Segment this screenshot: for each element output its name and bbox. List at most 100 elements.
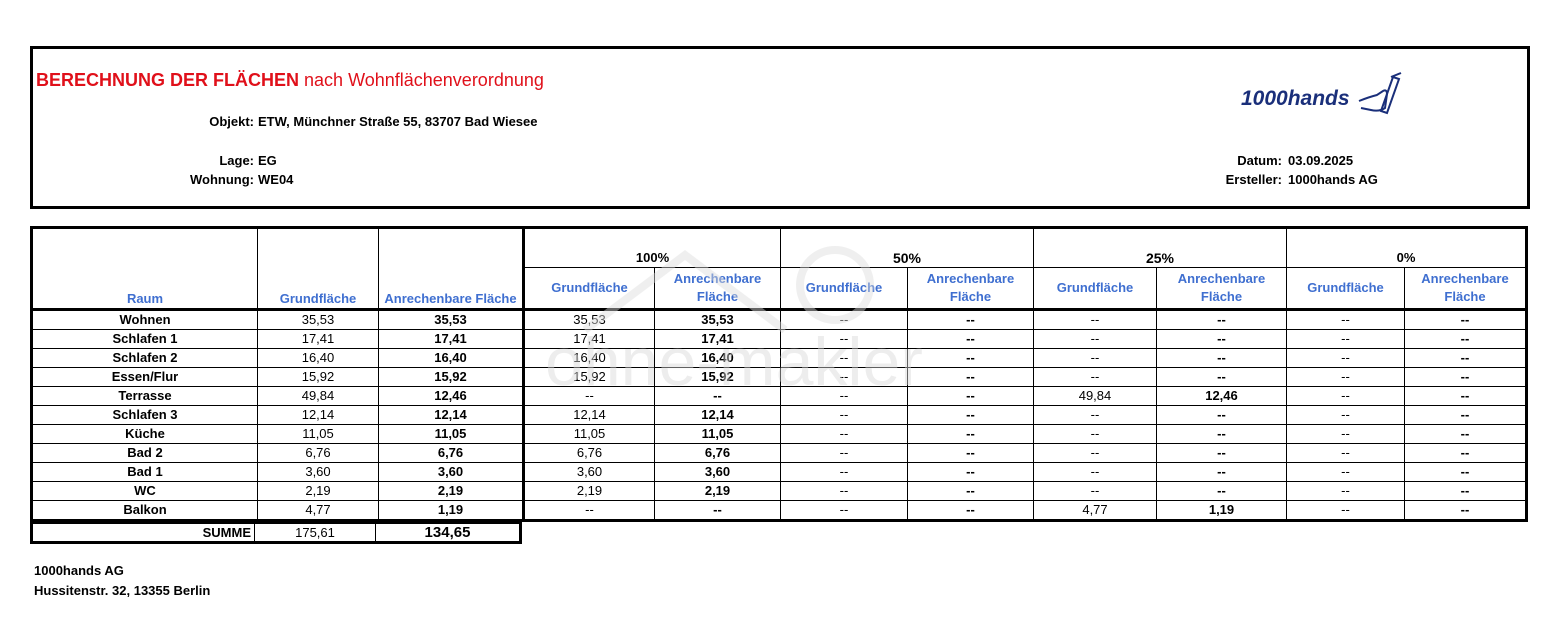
room-name-cell: Bad 2 xyxy=(31,443,258,463)
anrechenbare-cell: 1,19 xyxy=(378,500,525,521)
group-header-0: 0% xyxy=(1286,227,1527,268)
anrechenbare-25pct-cell: -- xyxy=(1156,367,1287,387)
anrechenbare-100pct-cell: 2,19 xyxy=(654,481,781,501)
grundflaeche-0pct-cell: -- xyxy=(1286,386,1405,406)
grundflaeche-50pct-cell: -- xyxy=(780,329,908,349)
area-table: Raum Grundfläche Anrechenbare Fläche 100… xyxy=(30,226,1528,522)
anrechenbare-50pct-cell: -- xyxy=(907,367,1034,387)
grundflaeche-100pct-cell: 11,05 xyxy=(523,424,655,444)
table-row: WC 2,19 2,19 2,19 2,19 -- -- -- -- -- -- xyxy=(31,481,1527,501)
grundflaeche-cell: 2,19 xyxy=(257,481,379,501)
grundflaeche-100pct-cell: 35,53 xyxy=(523,309,655,330)
grundflaeche-100pct-cell: 2,19 xyxy=(523,481,655,501)
grundflaeche-cell: 11,05 xyxy=(257,424,379,444)
anrechenbare-50pct-cell: -- xyxy=(907,309,1034,330)
grundflaeche-100pct-cell: 12,14 xyxy=(523,405,655,425)
grundflaeche-cell: 49,84 xyxy=(257,386,379,406)
grundflaeche-25pct-cell: -- xyxy=(1033,329,1157,349)
group-header-50: 50% xyxy=(780,227,1034,268)
anrechenbare-cell: 6,76 xyxy=(378,443,525,463)
grundflaeche-50pct-cell: -- xyxy=(780,367,908,387)
anrechenbare-50pct-cell: -- xyxy=(907,462,1034,482)
anrechenbare-cell: 35,53 xyxy=(378,309,525,330)
grundflaeche-cell: 6,76 xyxy=(257,443,379,463)
svg-text:1000hands: 1000hands xyxy=(1241,87,1350,110)
subheader-anrechenbare: Anrechenbare Fläche xyxy=(654,267,781,311)
grundflaeche-50pct-cell: -- xyxy=(780,309,908,330)
anrechenbare-100pct-cell: 11,05 xyxy=(654,424,781,444)
grundflaeche-50pct-cell: -- xyxy=(780,443,908,463)
subheader-anrechenbare: Anrechenbare Fläche xyxy=(907,267,1034,311)
subheader-anrechenbare: Anrechenbare Fläche xyxy=(1404,267,1527,311)
anrechenbare-0pct-cell: -- xyxy=(1404,481,1527,501)
anrechenbare-cell: 11,05 xyxy=(378,424,525,444)
anrechenbare-50pct-cell: -- xyxy=(907,500,1034,521)
objekt-label: Objekt: xyxy=(209,114,254,129)
grundflaeche-50pct-cell: -- xyxy=(780,348,908,368)
grundflaeche-0pct-cell: -- xyxy=(1286,329,1405,349)
grundflaeche-100pct-cell: 3,60 xyxy=(523,462,655,482)
anrechenbare-0pct-cell: -- xyxy=(1404,309,1527,330)
grundflaeche-100pct-cell: 17,41 xyxy=(523,329,655,349)
anrechenbare-cell: 12,46 xyxy=(378,386,525,406)
anrechenbare-100pct-cell: 15,92 xyxy=(654,367,781,387)
grundflaeche-0pct-cell: -- xyxy=(1286,348,1405,368)
wohnung-label: Wohnung: xyxy=(189,172,254,187)
anrechenbare-100pct-cell: 12,14 xyxy=(654,405,781,425)
anrechenbare-cell: 12,14 xyxy=(378,405,525,425)
table-row: Schlafen 2 16,40 16,40 16,40 16,40 -- -- -- -- --… xyxy=(31,348,1527,368)
anrechenbare-100pct-cell: 3,60 xyxy=(654,462,781,482)
group-header-100: 100% xyxy=(523,227,781,268)
grundflaeche-cell: 15,92 xyxy=(257,367,379,387)
col-header-grundflaeche: Grundfläche xyxy=(257,227,379,311)
anrechenbare-100pct-cell: 17,41 xyxy=(654,329,781,349)
grundflaeche-0pct-cell: -- xyxy=(1286,443,1405,463)
grundflaeche-cell: 3,60 xyxy=(257,462,379,482)
footer-address: Hussitenstr. 32, 13355 Berlin xyxy=(34,583,211,598)
grundflaeche-25pct-cell: -- xyxy=(1033,309,1157,330)
summe-row: SUMME 175,61 134,65 xyxy=(30,521,522,544)
anrechenbare-cell: 2,19 xyxy=(378,481,525,501)
wohnung-value: WE04 xyxy=(258,172,294,187)
table-row: Wohnen 35,53 35,53 35,53 35,53 -- -- -- -- -- -- xyxy=(31,309,1527,330)
grundflaeche-100pct-cell: 16,40 xyxy=(523,348,655,368)
table-row: Schlafen 3 12,14 12,14 12,14 12,14 -- -- -- -- --… xyxy=(31,405,1527,425)
anrechenbare-cell: 3,60 xyxy=(378,462,525,482)
anrechenbare-25pct-cell: -- xyxy=(1156,443,1287,463)
anrechenbare-0pct-cell: -- xyxy=(1404,424,1527,444)
footer-company: 1000hands AG xyxy=(34,563,124,578)
anrechenbare-50pct-cell: -- xyxy=(907,424,1034,444)
grundflaeche-0pct-cell: -- xyxy=(1286,462,1405,482)
anrechenbare-50pct-cell: -- xyxy=(907,386,1034,406)
room-name-cell: Terrasse xyxy=(31,386,258,406)
group-header-25: 25% xyxy=(1033,227,1287,268)
anrechenbare-25pct-cell: -- xyxy=(1156,348,1287,368)
table-row: Bad 2 6,76 6,76 6,76 6,76 -- -- -- -- -- -- xyxy=(31,443,1527,463)
subheader-anrechenbare: Anrechenbare Fläche xyxy=(1156,267,1287,311)
anrechenbare-0pct-cell: -- xyxy=(1404,462,1527,482)
subheader-grundflaeche: Grundfläche xyxy=(523,267,655,311)
lage-label: Lage: xyxy=(219,153,254,168)
grundflaeche-25pct-cell: -- xyxy=(1033,367,1157,387)
lage-value: EG xyxy=(258,153,277,168)
anrechenbare-cell: 16,40 xyxy=(378,348,525,368)
grundflaeche-100pct-cell: -- xyxy=(523,386,655,406)
grundflaeche-50pct-cell: -- xyxy=(780,462,908,482)
table-row: Schlafen 1 17,41 17,41 17,41 17,41 -- -- -- -- --… xyxy=(31,329,1527,349)
anrechenbare-25pct-cell: -- xyxy=(1156,424,1287,444)
company-logo: 1000hands xyxy=(1241,72,1402,115)
anrechenbare-50pct-cell: -- xyxy=(907,443,1034,463)
table-row: Terrasse 49,84 12,46 -- -- -- -- 49,84 12,46 -- -- xyxy=(31,386,1527,406)
anrechenbare-50pct-cell: -- xyxy=(907,329,1034,349)
grundflaeche-cell: 4,77 xyxy=(257,500,379,521)
room-name-cell: Wohnen xyxy=(31,309,258,330)
grundflaeche-50pct-cell: -- xyxy=(780,424,908,444)
summe-label: SUMME xyxy=(31,522,255,543)
grundflaeche-0pct-cell: -- xyxy=(1286,424,1405,444)
anrechenbare-50pct-cell: -- xyxy=(907,348,1034,368)
anrechenbare-100pct-cell: -- xyxy=(654,500,781,521)
objekt-value: ETW, Münchner Straße 55, 83707 Bad Wiese… xyxy=(258,114,538,129)
anrechenbare-cell: 15,92 xyxy=(378,367,525,387)
table-row: Essen/Flur 15,92 15,92 15,92 15,92 -- -- -- -- --… xyxy=(31,367,1527,387)
anrechenbare-25pct-cell: 12,46 xyxy=(1156,386,1287,406)
